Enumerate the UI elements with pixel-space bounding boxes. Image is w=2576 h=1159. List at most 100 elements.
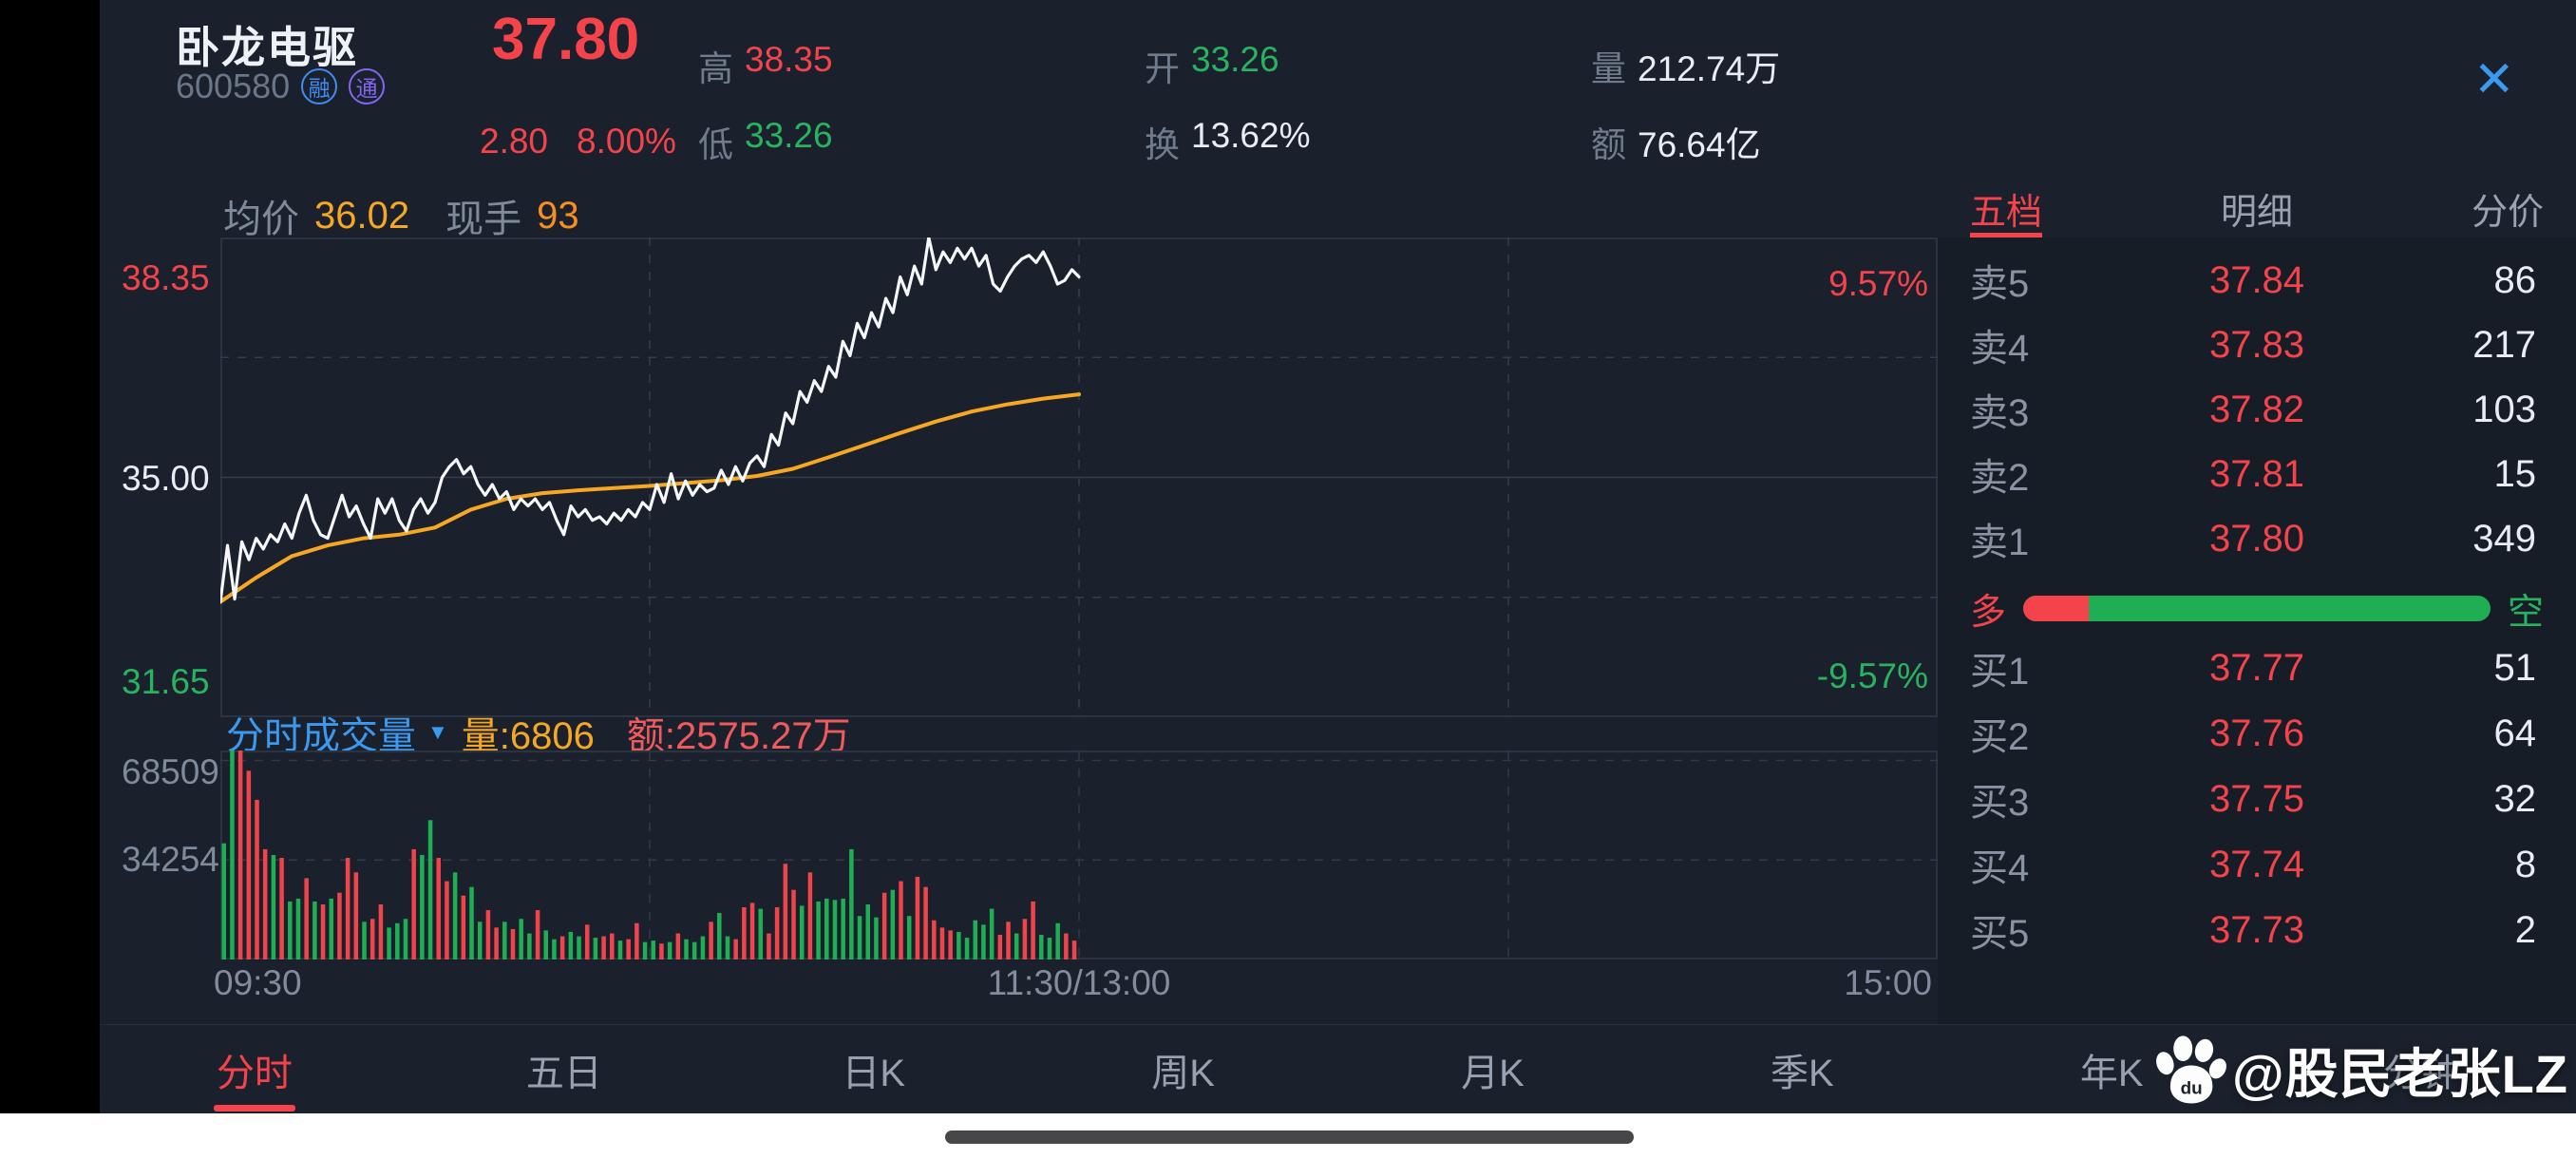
buy4-price: 37.74 [2208,843,2305,885]
period-tab-bar: 分时 五日 日K 周K 月K 季K 年K 分钟 [100,1024,2576,1113]
tab-monthly-k[interactable]: 月K [1461,1052,1525,1094]
sell-row-3[interactable]: 卖3 37.82 103 [1938,384,2576,435]
volume-indicator-selector[interactable]: 分时成交量 [226,715,416,757]
bull-segment [2023,595,2089,621]
stat-amount: 额 76.64亿 [1591,116,1761,167]
xaxis-midday-time: 11:30/13:00 [987,963,1171,1002]
baidu-paw-icon: du [2156,1035,2226,1103]
stat-high-label: 高 [698,49,733,88]
avg-price-label: 均价 [223,199,299,240]
tab-yearly-k[interactable]: 年K [2079,1052,2144,1094]
bear-label: 空 [2507,592,2544,633]
sell3-price: 37.82 [2208,388,2305,430]
stock-connect-badge: 通 [349,68,386,104]
sell4-volume: 217 [2472,323,2536,366]
avg-price-row: 均价 36.02 现手 93 [223,188,579,243]
sell1-price: 37.80 [2208,517,2305,560]
volume-chart-svg [220,750,1938,960]
stock-code: 600580 [176,66,291,105]
tab-minute-k[interactable]: 分钟 [2383,1052,2460,1094]
stat-turnover-rate-label: 换 [1145,125,1180,164]
tab-quarterly-k[interactable]: 季K [1770,1052,1834,1094]
volume-ytick-1: 68509 [122,752,219,791]
home-strip [0,1113,2576,1159]
stat-volume-value: 212.74万 [1638,49,1781,88]
bull-bear-strength-bar [2023,595,2491,621]
sell5-volume: 86 [2493,258,2537,301]
sell-row-1[interactable]: 卖1 37.80 349 [1938,513,2576,564]
stat-open: 开 33.26 [1145,40,1279,91]
price-change-row: 2.80 8.00% [480,122,676,162]
buy-row-4[interactable]: 买4 37.74 8 [1938,839,2576,890]
sell-row-4[interactable]: 卖4 37.83 217 [1938,319,2576,370]
price-ytick-prevclose: 35.00 [122,459,210,498]
buy2-volume: 64 [2493,712,2537,754]
stat-turnover-rate: 换 13.62% [1145,116,1311,167]
xaxis-close-time: 15:00 [1844,963,1932,1002]
average-price-line [220,392,1081,604]
tab-five-levels[interactable]: 五档 [1970,182,2043,238]
close-icon[interactable]: ✕ [2473,52,2515,107]
sell2-label: 卖2 [1970,457,2030,499]
price-change: 2.80 [480,122,549,161]
price-ytick-high: 38.35 [122,258,210,297]
sell1-label: 卖1 [1970,522,2030,563]
current-lot-label: 现手 [445,199,522,240]
buy4-volume: 8 [2514,843,2536,885]
volume-header-row: 分时成交量 ▼ 量:6806 额:2575.27万 [226,705,851,760]
stat-volume: 量 212.74万 [1591,40,1780,91]
sell3-volume: 103 [2472,388,2536,430]
sell4-label: 卖4 [1970,328,2030,370]
intraday-volume-chart[interactable] [220,750,1938,960]
bull-label: 多 [1970,592,2007,633]
price-ytick-pct-down: -9.57% [1816,656,1928,695]
buy2-price: 37.76 [2208,712,2305,754]
price-line [220,238,1081,604]
tab-weekly-k[interactable]: 周K [1151,1052,1215,1094]
home-indicator[interactable] [945,1130,1634,1144]
baidu-du-text: du [2181,1078,2203,1098]
volume-bars [221,750,1077,960]
bull-bear-row: 多 空 [1938,587,2576,633]
sell-row-2[interactable]: 卖2 37.81 15 [1938,448,2576,500]
buy1-volume: 51 [2493,646,2537,689]
price-ytick-low: 31.65 [122,662,210,701]
tab-intraday[interactable]: 分时 [100,1025,409,1113]
xaxis-open-time: 09:30 [214,963,302,1002]
price-ytick-pct-up: 9.57% [1828,264,1928,303]
stat-low: 低 33.26 [698,116,833,167]
buy1-price: 37.77 [2208,646,2305,689]
order-book-panel-background [1938,238,2576,1024]
watermark-handle: @股民老张LZ [2231,1044,2568,1104]
stat-open-label: 开 [1145,49,1180,88]
buy2-label: 买2 [1970,716,2030,758]
chevron-down-icon[interactable]: ▼ [427,720,448,744]
margin-trading-badge: 融 [301,68,338,104]
sell4-price: 37.83 [2208,323,2305,366]
stat-low-value: 33.26 [745,116,833,155]
buy-row-1[interactable]: 买1 37.77 51 [1938,642,2576,694]
buy5-price: 37.73 [2208,908,2305,951]
stat-amount-label: 额 [1591,125,1626,164]
sell-row-5[interactable]: 卖5 37.84 86 [1938,255,2576,306]
tab-detail[interactable]: 明细 [2220,193,2293,233]
watermark: du @股民老张LZ [2152,1032,2568,1109]
buy-row-3[interactable]: 买3 37.75 32 [1938,773,2576,825]
stat-open-value: 33.26 [1191,40,1279,79]
sell2-price: 37.81 [2208,452,2305,495]
buy-row-2[interactable]: 买2 37.76 64 [1938,708,2576,759]
buy3-label: 买3 [1970,782,2030,824]
intraday-price-chart[interactable] [220,238,1938,717]
buy1-label: 买1 [1970,651,2030,693]
stat-high-value: 38.35 [745,40,833,79]
buy5-label: 买5 [1970,913,2030,955]
buy3-volume: 32 [2493,777,2537,820]
buy-row-5[interactable]: 买5 37.73 2 [1938,904,2576,956]
volume-ytick-2: 34254 [122,840,219,879]
stock-code-row: 600580 融 通 [176,66,386,106]
tab-price-dist[interactable]: 分价 [2471,193,2544,233]
tab-daily-k[interactable]: 日K [842,1052,906,1094]
tab-five-day[interactable]: 五日 [525,1052,602,1094]
order-book-tabs: 五档 明细 分价 [1938,182,2576,238]
